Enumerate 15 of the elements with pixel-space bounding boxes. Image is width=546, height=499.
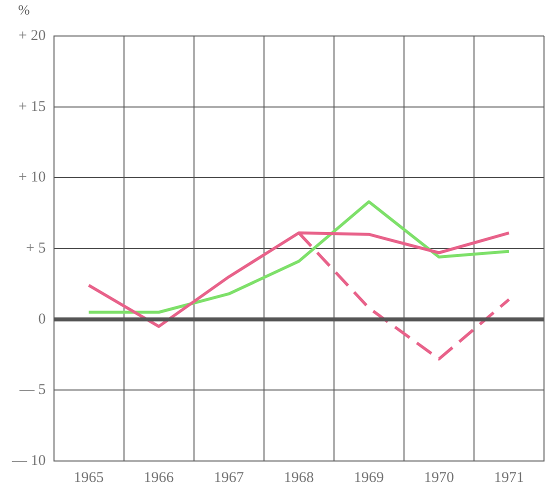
y-tick-label: — 10 — [11, 452, 46, 469]
y-tick-label: — 5 — [18, 382, 46, 398]
y-tick-label: + 20 — [18, 28, 46, 44]
x-tick-label: 1968 — [284, 470, 314, 486]
y-axis-title: % — [18, 4, 30, 19]
y-tick-label: + 10 — [18, 170, 46, 186]
x-tick-label: 1970 — [424, 470, 454, 486]
x-tick-label: 1965 — [74, 470, 104, 486]
y-tick-label: + 15 — [18, 98, 46, 115]
x-tick-label: 1971 — [494, 470, 524, 486]
x-tick-label: 1969 — [354, 470, 384, 486]
x-tick-label: 1967 — [214, 470, 244, 486]
y-tick-label: + 5 — [26, 240, 46, 256]
y-tick-label: 0 — [38, 311, 46, 328]
x-tick-label: 1966 — [144, 470, 174, 486]
